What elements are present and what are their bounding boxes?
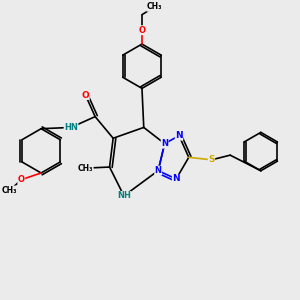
Text: CH₃: CH₃ [78,164,93,172]
Text: O: O [82,91,89,100]
Text: N: N [155,166,162,175]
Text: N: N [161,139,168,148]
Text: CH₃: CH₃ [2,186,18,195]
Text: CH₃: CH₃ [147,2,162,11]
Text: O: O [18,175,25,184]
Text: N: N [172,174,180,183]
Text: O: O [139,26,145,35]
Text: S: S [208,155,215,164]
Text: N: N [175,131,183,140]
Text: NH: NH [117,191,131,200]
Text: HN: HN [64,123,78,132]
